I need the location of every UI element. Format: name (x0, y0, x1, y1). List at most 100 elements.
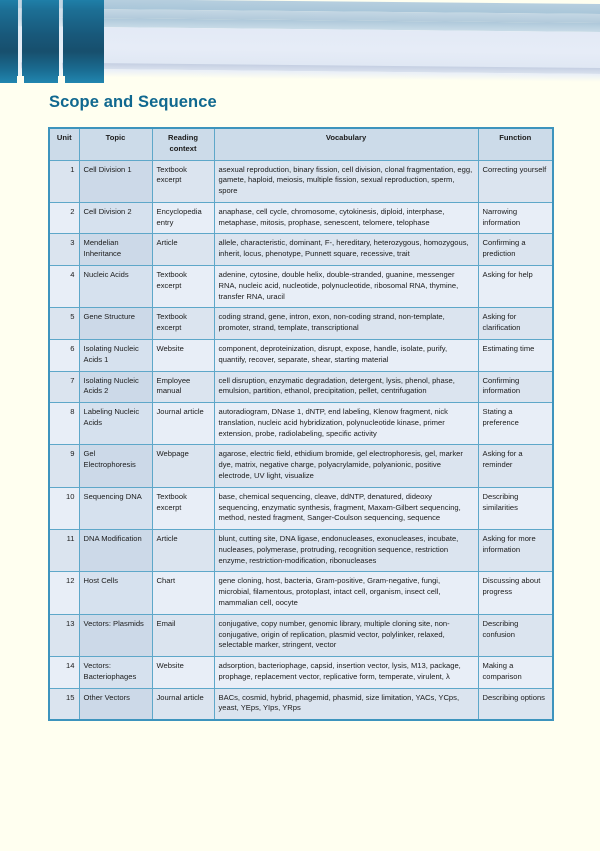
cell-vocabulary: gene cloning, host, bacteria, Gram-posit… (213, 571, 479, 615)
cell-unit: 8 (48, 402, 80, 446)
vertical-bar-3 (63, 0, 104, 83)
cell-topic: Vectors: Plasmids (78, 613, 153, 658)
table-row: 5 Gene Structure Textbook excerpt coding st… (48, 307, 554, 340)
cell-unit: 13 (48, 613, 80, 658)
cell-topic: Cell Division 2 (78, 201, 153, 235)
cell-topic: Isolating Nucleic Acids 1 (78, 338, 153, 372)
cell-function: Asking for help (477, 265, 554, 309)
cell-vocabulary: blunt, cutting site, DNA ligase, endonuc… (213, 529, 479, 573)
cell-unit: 9 (48, 444, 80, 488)
cell-vocabulary: BACs, cosmid, hybrid, phagemid, phasmid,… (213, 687, 479, 721)
cell-unit: 6 (48, 338, 80, 372)
cell-function: Correcting yourself (477, 159, 554, 203)
cell-vocabulary: cell disruption, enzymatic degradation, … (213, 370, 479, 404)
cell-function: Making a comparison (477, 656, 554, 689)
cell-topic: Vectors: Bacteriophages (78, 656, 153, 689)
cell-unit: 11 (48, 529, 80, 573)
column-header-topic: Topic (78, 127, 153, 161)
table-header: Unit Topic Reading context Vocabulary Fu… (48, 127, 554, 161)
column-header-function: Function (477, 127, 554, 161)
cell-vocabulary: anaphase, cell cycle, chromosome, cytoki… (213, 201, 479, 235)
cell-function: Describing options (477, 687, 554, 721)
table-row: 3 Mendelian Inheritance Article allele, cha… (48, 233, 554, 267)
cell-reading-context: Textbook excerpt (151, 307, 215, 340)
cell-unit: 14 (48, 656, 80, 689)
table-body: 1 Cell Division 1 Textbook excerpt asexual … (48, 159, 554, 721)
cell-unit: 7 (48, 370, 80, 404)
cell-reading-context: Chart (151, 571, 215, 615)
cell-topic: Labeling Nucleic Acids (78, 402, 153, 446)
vertical-bar-2 (22, 0, 59, 83)
cell-reading-context: Encyclopedia entry (151, 201, 215, 235)
table-row: 10 Sequencing DNA Textbook excerpt base, ch… (48, 486, 554, 531)
cell-reading-context: Article (151, 529, 215, 573)
cell-topic: Nucleic Acids (78, 265, 153, 309)
table-row: 2 Cell Division 2 Encyclopedia entry anapha… (48, 201, 554, 235)
cell-vocabulary: asexual reproduction, binary fission, ce… (213, 159, 479, 203)
cell-function: Asking for a reminder (477, 444, 554, 488)
cell-reading-context: Website (151, 656, 215, 689)
cell-reading-context: Journal article (151, 687, 215, 721)
cell-reading-context: Textbook excerpt (151, 159, 215, 203)
column-header-unit: Unit (48, 127, 80, 161)
cell-function: Stating a preference (477, 402, 554, 446)
table-header-row: Unit Topic Reading context Vocabulary Fu… (48, 127, 554, 161)
vertical-bar-foot-2 (58, 76, 65, 88)
cell-reading-context: Textbook excerpt (151, 486, 215, 531)
column-header-reading-context: Reading context (151, 127, 215, 161)
cell-topic: Sequencing DNA (78, 486, 153, 531)
cell-unit: 4 (48, 265, 80, 309)
cell-unit: 3 (48, 233, 80, 267)
table-row: 1 Cell Division 1 Textbook excerpt asexual … (48, 159, 554, 203)
vertical-bar-foot-1 (17, 76, 24, 88)
cell-unit: 1 (48, 159, 80, 203)
cell-vocabulary: adenine, cytosine, double helix, double-… (213, 265, 479, 309)
vertical-bar-1 (0, 0, 18, 83)
cell-function: Describing confusion (477, 613, 554, 658)
cell-unit: 2 (48, 201, 80, 235)
page-title: Scope and Sequence (49, 93, 217, 111)
table-row: 11 DNA Modification Article blunt, cutting … (48, 529, 554, 573)
cell-function: Describing similarities (477, 486, 554, 531)
table-row: 12 Host Cells Chart gene cloning, host, bac… (48, 571, 554, 615)
cell-function: Narrowing information (477, 201, 554, 235)
scope-and-sequence-table-wrapper: Unit Topic Reading context Vocabulary Fu… (48, 127, 554, 722)
cell-vocabulary: allele, characteristic, dominant, F-, he… (213, 233, 479, 267)
cell-reading-context: Email (151, 613, 215, 658)
cell-vocabulary: agarose, electric field, ethidium bromid… (213, 444, 479, 488)
cell-reading-context: Article (151, 233, 215, 267)
cell-function: Confirming a prediction (477, 233, 554, 267)
table-row: 6 Isolating Nucleic Acids 1 Website compone… (48, 338, 554, 372)
cell-topic: Isolating Nucleic Acids 2 (78, 370, 153, 404)
cell-topic: Gel Electrophoresis (78, 444, 153, 488)
cell-unit: 15 (48, 687, 80, 721)
cell-function: Estimating time (477, 338, 554, 372)
table-row: 15 Other Vectors Journal article BACs, cosm… (48, 687, 554, 721)
table-row: 4 Nucleic Acids Textbook excerpt adenine, c… (48, 265, 554, 309)
cell-function: Asking for more information (477, 529, 554, 573)
cell-vocabulary: conjugative, copy number, genomic librar… (213, 613, 479, 658)
cell-vocabulary: adsorption, bacteriophage, capsid, inser… (213, 656, 479, 689)
cell-unit: 12 (48, 571, 80, 615)
cell-topic: Cell Division 1 (78, 159, 153, 203)
cell-vocabulary: base, chemical sequencing, cleave, ddNTP… (213, 486, 479, 531)
cell-function: Discussing about progress (477, 571, 554, 615)
table-row: 7 Isolating Nucleic Acids 2 Employee manua… (48, 370, 554, 404)
vertical-bar-gap-2 (59, 0, 62, 83)
cell-vocabulary: component, deproteinization, disrupt, ex… (213, 338, 479, 372)
cell-topic: Host Cells (78, 571, 153, 615)
cell-vocabulary: coding strand, gene, intron, exon, non-c… (213, 307, 479, 340)
table-row: 9 Gel Electrophoresis Webpage agarose, elec… (48, 444, 554, 488)
page-header-decoration (0, 0, 600, 88)
cell-reading-context: Webpage (151, 444, 215, 488)
header-vertical-bars (0, 0, 104, 88)
cell-function: Confirming information (477, 370, 554, 404)
table-row: 8 Labeling Nucleic Acids Journal article au… (48, 402, 554, 446)
cell-unit: 5 (48, 307, 80, 340)
cell-vocabulary: autoradiogram, DNase 1, dNTP, end labeli… (213, 402, 479, 446)
cell-unit: 10 (48, 486, 80, 531)
cell-reading-context: Textbook excerpt (151, 265, 215, 309)
scope-and-sequence-table: Unit Topic Reading context Vocabulary Fu… (48, 127, 554, 722)
table-row: 13 Vectors: Plasmids Email conjugative, cop… (48, 613, 554, 658)
column-header-vocabulary: Vocabulary (213, 127, 479, 161)
